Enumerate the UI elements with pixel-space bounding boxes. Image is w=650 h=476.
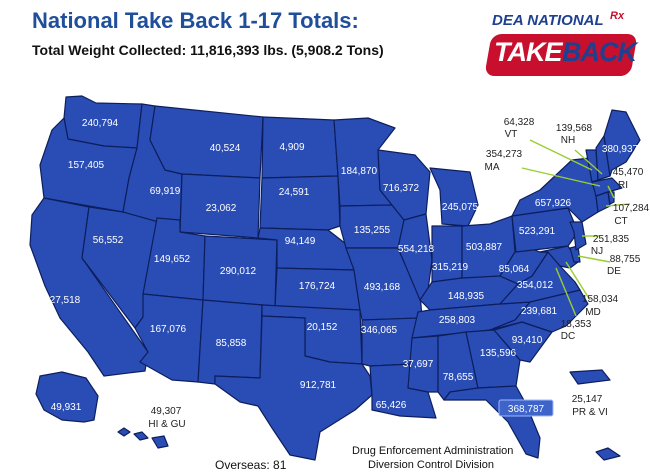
label-la: 65,426 — [376, 400, 407, 411]
state-tx — [214, 315, 373, 461]
state-nj — [569, 221, 587, 251]
label-tn: 258,803 — [439, 315, 476, 326]
label-or: 157,405 — [68, 160, 105, 171]
callout-ri-value: 45,470 — [613, 167, 644, 178]
state-nc — [489, 289, 589, 333]
state-labels: 240,794 157,405 1,027,518 56,552 69,919 … — [36, 118, 639, 415]
label-fl: 368,787 — [508, 404, 545, 415]
label-co: 290,012 — [220, 266, 257, 277]
callout-pr-value: 25,147 — [572, 394, 603, 405]
state-pr — [569, 369, 621, 461]
label-ks: 176,724 — [299, 281, 336, 292]
label-wy: 23,062 — [206, 203, 237, 214]
label-wv: 85,064 — [499, 264, 530, 275]
label-mn: 184,870 — [341, 166, 378, 177]
label-ok: 20,152 — [307, 322, 338, 333]
callout-md-code: MD — [585, 307, 601, 318]
state-hi — [117, 427, 169, 449]
state-ms — [407, 335, 439, 393]
state-in — [431, 225, 463, 283]
state-ak — [35, 371, 99, 423]
logo-take: TAKE — [494, 37, 562, 67]
fl-label-box — [498, 399, 554, 417]
label-az: 167,076 — [150, 324, 187, 335]
callout-ma-value: 354,273 — [486, 149, 523, 160]
logo-rx-mark: Rx — [610, 10, 625, 22]
label-sd: 24,591 — [279, 187, 310, 198]
label-ky: 148,935 — [448, 291, 485, 302]
label-me: 380,937 — [602, 144, 639, 155]
label-ar: 346,065 — [361, 325, 398, 336]
state-sd — [259, 175, 341, 231]
callout-ct-code: CT — [614, 216, 627, 227]
callout-ma-code: MA — [485, 162, 500, 173]
label-nm: 85,858 — [216, 338, 247, 349]
label-nd: 4,909 — [279, 142, 304, 153]
label-ga: 135,596 — [480, 348, 517, 359]
callout-vt-code: VT — [505, 129, 518, 140]
label-mi: 245,075 — [442, 202, 479, 213]
label-wi: 716,372 — [383, 183, 420, 194]
page-title: National Take Back 1-17 Totals: — [32, 8, 359, 33]
callout-dc-value: 18,353 — [561, 319, 592, 330]
label-sc: 93,410 — [512, 335, 543, 346]
label-mo: 493,168 — [364, 282, 401, 293]
callout-de-code: DE — [607, 266, 621, 277]
label-tx: 912,781 — [300, 380, 337, 391]
logo-back: BACK — [562, 37, 637, 67]
callout-nh-value: 139,568 — [556, 123, 593, 134]
label-ak: 49,931 — [51, 402, 82, 413]
callout-nh-code: NH — [561, 135, 575, 146]
label-wa: 240,794 — [82, 118, 119, 129]
agency-line-1: Drug Enforcement Administration — [352, 445, 514, 457]
callout-hi-value: 49,307 — [151, 406, 182, 417]
dea-takeback-logo: DEA NATIONAL Rx TAKE BACK — [470, 10, 642, 82]
label-nv: 56,552 — [93, 235, 124, 246]
callout-ct-value: 107,284 — [613, 203, 650, 214]
callout-nj-value: 251,835 — [593, 234, 630, 245]
label-mt: 40,524 — [210, 143, 241, 154]
label-ca: 1,027,518 — [36, 295, 81, 306]
total-weight-subtitle: Total Weight Collected: 11,816,393 lbs. … — [32, 42, 384, 58]
label-oh: 503,887 — [466, 242, 503, 253]
state-me — [603, 109, 641, 177]
label-il: 554,218 — [398, 244, 435, 255]
label-in: 315,219 — [432, 262, 469, 273]
label-ne: 94,149 — [285, 236, 316, 247]
label-al: 78,655 — [443, 372, 474, 383]
callout-vt-value: 64,328 — [504, 117, 535, 128]
label-ny: 657,926 — [535, 198, 572, 209]
state-mi — [429, 167, 479, 227]
state-ma — [591, 177, 623, 197]
overseas-total: Overseas: 81 — [215, 458, 287, 472]
logo-dea-national: DEA NATIONAL — [492, 12, 604, 29]
callout-ri-code: RI — [618, 180, 628, 191]
callout-nj-code: NJ — [591, 246, 603, 257]
callout-pr-code: PR & VI — [572, 407, 608, 418]
label-pa: 523,291 — [519, 226, 556, 237]
label-ia: 135,255 — [354, 225, 391, 236]
callout-labels: 64,328 VT 139,568 NH 354,273 MA 45,470 R… — [148, 117, 649, 430]
callout-leaders — [521, 139, 631, 317]
label-va: 354,012 — [517, 280, 554, 291]
state-mt — [149, 105, 264, 179]
callout-de-value: 88,755 — [610, 254, 641, 265]
callout-dc-code: DC — [561, 331, 575, 342]
label-ut: 149,652 — [154, 254, 191, 265]
label-id: 69,919 — [150, 186, 181, 197]
label-nc: 239,681 — [521, 306, 558, 317]
callout-md-value: 158,034 — [582, 294, 619, 305]
label-ms: 37,697 — [403, 359, 434, 370]
callout-hi-code: HI & GU — [148, 419, 185, 430]
agency-line-2: Diversion Control Division — [368, 459, 494, 471]
